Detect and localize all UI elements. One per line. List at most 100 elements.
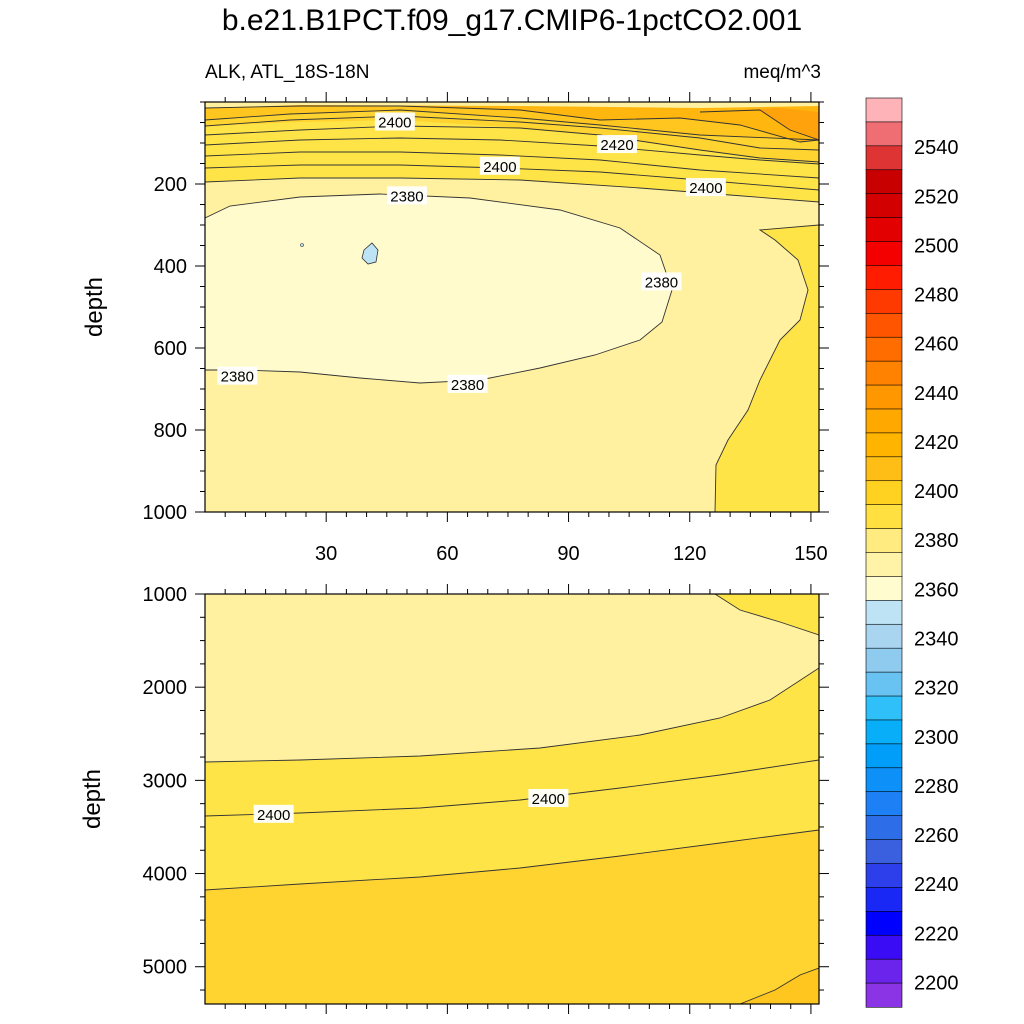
colorbar-label: 2280 <box>914 776 959 798</box>
upper-contour-label: 2380 <box>451 377 484 394</box>
colorbar-box <box>865 360 903 386</box>
colorbar-box <box>865 504 903 530</box>
colorbar-label: 2540 <box>914 137 959 159</box>
contour-2405 <box>205 151 819 179</box>
colorbar-box <box>865 911 903 936</box>
lower-contour-label: 2400 <box>257 807 290 824</box>
colorbar-label: 2360 <box>914 579 959 601</box>
colorbar-box <box>865 576 903 601</box>
upper-y-tick-label: 200 <box>154 174 187 196</box>
colorbar-label: 2260 <box>914 825 959 847</box>
contour-lower-top <box>714 594 819 636</box>
upper-contour-label-bg <box>374 112 415 131</box>
x-tick-label: 30 <box>315 543 337 565</box>
contour-2380 <box>205 193 673 384</box>
contour-2420 <box>205 115 819 151</box>
right-subtitle: meq/m^3 <box>743 62 821 83</box>
upper-fill-2360-dot <box>300 243 304 247</box>
lower-fill-2410 <box>205 830 819 1004</box>
colorbar-label: 2420 <box>914 432 959 454</box>
colorbar-box <box>865 695 903 721</box>
lower-y-tick-label: 3000 <box>143 770 188 792</box>
colorbar-box <box>865 312 903 338</box>
colorbar-box <box>865 384 903 410</box>
colorbar-box <box>865 671 903 697</box>
contour-lower-2390 <box>205 667 819 763</box>
contour-2425 <box>205 109 819 141</box>
upper-contour-fills <box>205 102 819 512</box>
x-tick-label: 60 <box>436 543 458 565</box>
colorbar-label: 2200 <box>914 972 959 994</box>
colorbar-label: 2340 <box>914 628 959 650</box>
colorbar-box <box>865 839 903 865</box>
upper-contour-label-bg <box>479 156 520 175</box>
colorbar-label: 2240 <box>914 874 959 896</box>
colorbar-box <box>865 480 903 506</box>
upper-fill-2380 <box>205 194 672 512</box>
colorbar-box <box>865 217 903 243</box>
colorbar-box <box>865 528 903 554</box>
upper-contour-label-bg <box>597 135 638 154</box>
colorbar-box <box>865 145 903 171</box>
contour-2415 <box>205 125 819 163</box>
lower-y-tick-label: 2000 <box>143 677 188 699</box>
colorbar-box <box>865 719 903 745</box>
x-tick-label: 90 <box>557 543 579 565</box>
upper-contour-label-bg <box>217 366 258 385</box>
colorbar-label: 2460 <box>914 334 959 356</box>
upper-y-tick-label: 600 <box>154 338 187 360</box>
upper-y-tick-label: 1000 <box>143 502 188 524</box>
colorbar-box <box>865 241 903 267</box>
lower-contour-label-bg <box>528 789 569 807</box>
colorbar-label: 2480 <box>914 285 959 307</box>
colorbar-label: 2500 <box>914 235 959 257</box>
colorbar-box <box>865 815 903 841</box>
contour-lower-2420 <box>739 967 819 1004</box>
upper-contour-label-bg <box>641 272 682 291</box>
lower-y-tick-label: 1000 <box>143 584 188 606</box>
contour-2440 <box>699 109 819 141</box>
contour-2400-a <box>205 177 819 203</box>
colorbar-box <box>865 432 903 458</box>
contour-2390-right <box>714 224 819 512</box>
colorbar-box <box>865 743 903 769</box>
x-tick-label: 150 <box>794 543 827 565</box>
contour-lower-2410 <box>205 829 819 891</box>
colorbar-label: 2520 <box>914 186 959 208</box>
lower-contour-label: 2400 <box>532 791 565 808</box>
upper-y-axis-label: depth <box>81 277 108 337</box>
lower-contour-lines <box>205 594 819 1004</box>
colorbar-box <box>865 623 903 649</box>
upper-fill-2440 <box>700 108 819 140</box>
colorbar-label: 2400 <box>914 481 959 503</box>
colorbar: 2540 2520 2500 2480 2460 2440 2420 2400 2380 2360… <box>865 97 959 1008</box>
lower-contour-fills <box>205 594 819 1004</box>
colorbar-label: 2440 <box>914 383 959 405</box>
axis-ticks: 200 400 600 800 1000 30 60 90 120 150 1000 2000 3000… <box>143 92 829 1014</box>
x-tick-label: 120 <box>673 543 706 565</box>
contour-labels: 2400 2420 2400 2400 2380 2380 2380 2380 2400 2400 <box>217 112 726 824</box>
upper-contour-label: 2380 <box>390 188 423 205</box>
colorbar-box <box>865 552 903 578</box>
lower-frame <box>204 593 820 1005</box>
upper-contour-label: 2380 <box>645 274 678 291</box>
colorbar-label: 2300 <box>914 727 959 749</box>
colorbar-box <box>865 863 903 888</box>
colorbar-label: 2320 <box>914 678 959 700</box>
upper-contour-label: 2400 <box>483 159 516 176</box>
left-subtitle: ALK, ATL_18S-18N <box>205 62 370 83</box>
upper-contour-label: 2400 <box>689 180 722 197</box>
colorbar-box <box>865 647 903 673</box>
colorbar-label: 2380 <box>914 530 959 552</box>
chart-title: b.e21.B1PCT.f09_g17.CMIP6-1pctCO2.001 <box>221 4 803 37</box>
upper-contour-label: 2420 <box>600 137 633 154</box>
upper-y-tick-label: 800 <box>154 420 187 442</box>
upper-fill-2430 <box>205 102 819 142</box>
colorbar-box <box>865 456 903 482</box>
contour-2410 <box>205 137 819 165</box>
colorbar-box <box>865 408 903 434</box>
colorbar-box <box>865 791 903 817</box>
colorbar-label: 2220 <box>914 923 959 945</box>
colorbar-box <box>865 600 903 625</box>
